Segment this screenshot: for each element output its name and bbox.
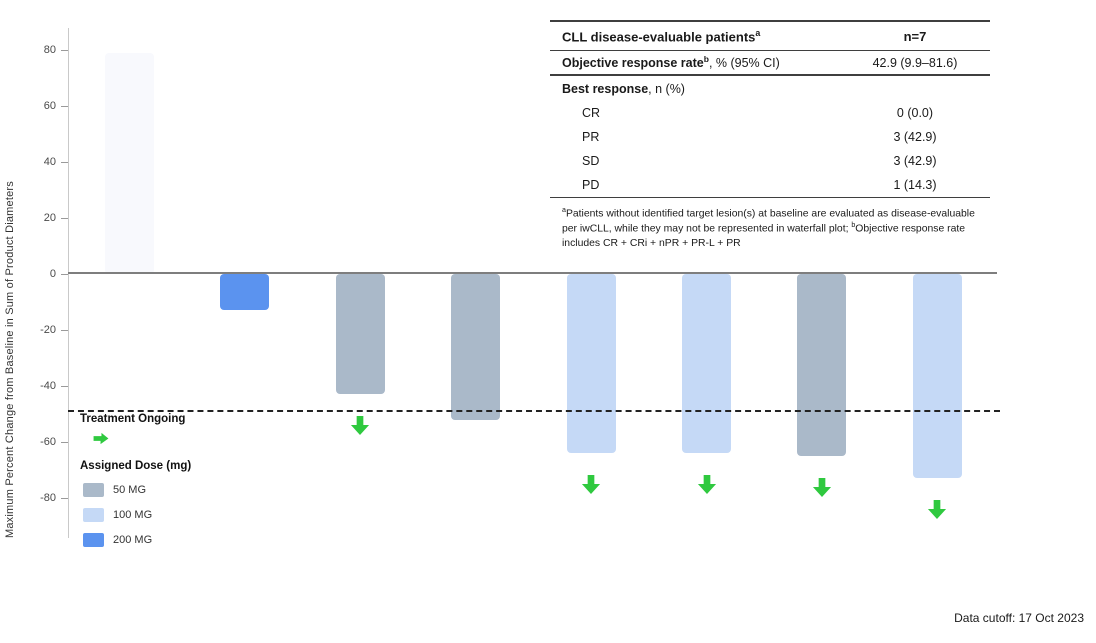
table-row-cr: CR 0 (0.0): [550, 101, 990, 125]
data-cutoff-label: Data cutoff: 17 Oct 2023: [954, 611, 1084, 625]
treatment-ongoing-right-arrow-icon: [93, 432, 109, 445]
dose-50-swatch-icon: [83, 483, 104, 497]
dose-50-label: 50 MG: [113, 484, 147, 496]
orr-label: Objective response rateb, % (95% CI): [562, 54, 780, 71]
dose-100-label: 100 MG: [113, 509, 153, 521]
legend-dose-title: Assigned Dose (mg): [80, 460, 192, 472]
y-tick-mark: [61, 106, 68, 107]
y-axis-line: [68, 28, 69, 538]
legend-item-200mg: 200 MG: [80, 533, 191, 547]
pr-value: 3 (42.9): [893, 130, 937, 144]
dose-200-swatch-icon: [83, 533, 104, 547]
pr-label: PR: [582, 130, 600, 144]
y-tick-mark: [61, 442, 68, 443]
y-tick-label: -40: [40, 380, 56, 392]
y-tick-label: -80: [40, 492, 56, 504]
pd-label: PD: [582, 178, 600, 192]
y-tick-mark: [61, 330, 68, 331]
orr-row: Objective response rateb, % (95% CI) 42.…: [550, 51, 990, 76]
waterfall-bar: [682, 274, 731, 454]
waterfall-bar: [335, 274, 385, 395]
response-summary-table: CLL disease-evaluable patientsa n=7 Obje…: [550, 20, 990, 251]
y-tick-label: -60: [40, 436, 56, 448]
waterfall-bar: [566, 274, 616, 454]
legend-item-50mg: 50 MG: [80, 483, 191, 497]
y-tick-label: 40: [43, 156, 56, 168]
y-tick-label: -20: [40, 324, 56, 336]
baseline-zero-line: [68, 272, 997, 274]
waterfall-bar: [912, 274, 962, 479]
treatment-ongoing-arrow-icon: [926, 499, 948, 520]
orr-value: 42.9 (9.9–81.6): [872, 55, 958, 70]
y-tick-label: 20: [43, 212, 56, 224]
response-threshold-dashed-line: [68, 410, 1000, 413]
pd-value: 1 (14.3): [893, 178, 937, 192]
waterfall-bar: [451, 274, 501, 420]
y-tick-mark: [61, 50, 68, 51]
y-tick-mark: [61, 162, 68, 163]
table-header-label: CLL disease-evaluable patientsa: [562, 27, 761, 45]
waterfall-bar: [105, 52, 154, 274]
treatment-ongoing-arrow-icon: [811, 477, 833, 498]
table-row-pr: PR 3 (42.9): [550, 125, 990, 149]
best-response-label: Best response, n (%): [562, 81, 685, 96]
y-tick-mark: [61, 498, 68, 499]
sd-label: SD: [582, 154, 600, 168]
waterfall-bar: [220, 274, 270, 311]
y-tick-label: 60: [43, 100, 56, 112]
table-row-pd: PD 1 (14.3): [550, 173, 990, 198]
legend: Treatment Ongoing Assigned Dose (mg) 50 …: [80, 413, 191, 547]
legend-item-100mg: 100 MG: [80, 508, 191, 522]
y-tick-mark: [61, 274, 68, 275]
cr-value: 0 (0.0): [896, 106, 934, 120]
treatment-ongoing-arrow-icon: [349, 415, 371, 436]
treatment-ongoing-arrow-icon: [580, 474, 602, 495]
table-footnote: aPatients without identified target lesi…: [562, 207, 975, 249]
sd-value: 3 (42.9): [893, 154, 937, 168]
best-response-row: Best response, n (%): [550, 76, 990, 101]
dose-200-label: 200 MG: [113, 534, 153, 546]
y-tick-label: 80: [43, 44, 56, 56]
waterfall-bar: [797, 274, 847, 456]
cr-label: CR: [582, 106, 601, 120]
y-tick-mark: [61, 218, 68, 219]
treatment-ongoing-arrow-icon: [696, 474, 718, 495]
table-header-row: CLL disease-evaluable patientsa n=7: [550, 20, 990, 51]
table-header-value: n=7: [903, 28, 927, 44]
legend-ongoing-title: Treatment Ongoing: [80, 413, 186, 425]
table-row-sd: SD 3 (42.9): [550, 149, 990, 173]
y-tick-label: 0: [49, 268, 56, 280]
y-tick-mark: [61, 386, 68, 387]
dose-100-swatch-icon: [83, 508, 104, 522]
